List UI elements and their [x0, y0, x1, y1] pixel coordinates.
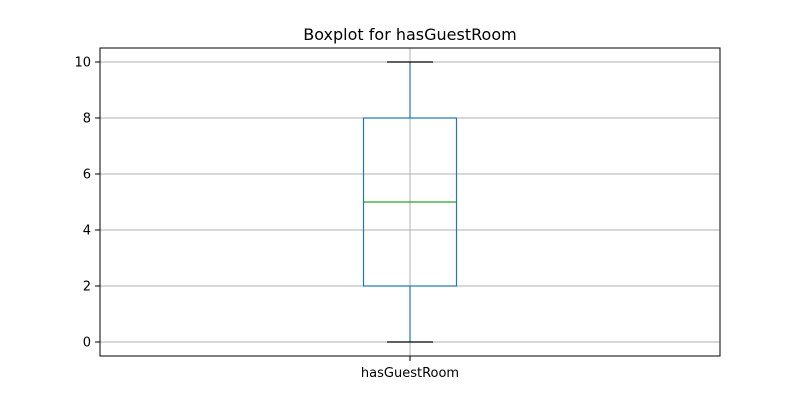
- x-tick-label: hasGuestRoom: [361, 366, 459, 381]
- y-tick-label: 8: [83, 112, 91, 127]
- x-axis: hasGuestRoom: [361, 356, 459, 381]
- y-tick-label: 4: [83, 224, 91, 239]
- y-tick-label: 10: [74, 56, 91, 71]
- chart-title: Boxplot for hasGuestRoom: [303, 25, 516, 44]
- y-tick-label: 2: [83, 280, 91, 295]
- box-layer: [362, 61, 458, 343]
- y-tick-label: 0: [83, 336, 91, 351]
- y-axis: 0 2 4 6 8 10: [74, 56, 100, 351]
- y-tick-label: 6: [83, 168, 91, 183]
